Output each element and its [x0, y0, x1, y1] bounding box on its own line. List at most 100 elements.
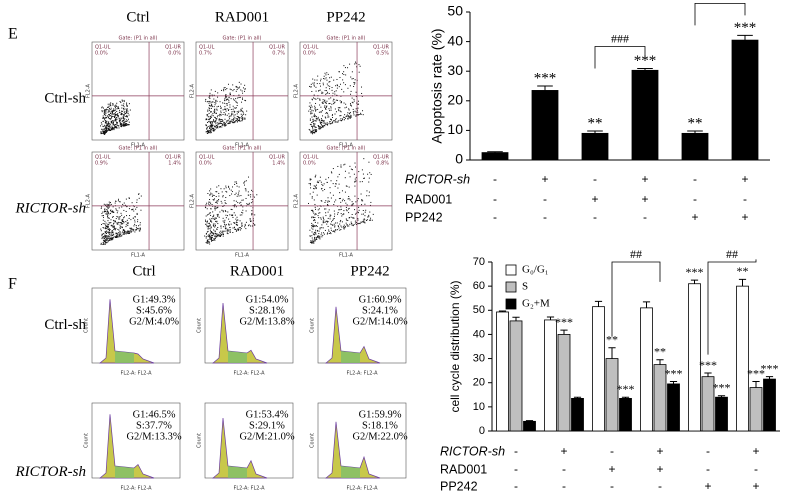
dot: [105, 224, 107, 226]
dot: [102, 223, 104, 225]
dot: [215, 207, 217, 209]
dot: [350, 116, 352, 118]
dot: [117, 236, 119, 238]
dot: [348, 217, 350, 219]
dot: [309, 85, 311, 87]
dot: [248, 203, 250, 205]
condition-sign: +: [641, 192, 648, 206]
dot: [239, 202, 241, 204]
dot: [121, 110, 123, 112]
dot: [209, 225, 211, 227]
dot: [350, 90, 352, 92]
dot: [205, 232, 207, 234]
dot: [219, 233, 221, 235]
dot: [225, 96, 227, 98]
dot: [112, 113, 114, 115]
dot: [364, 203, 366, 205]
dot: [125, 120, 127, 122]
dot: [311, 130, 313, 132]
y-tick-label: 30: [447, 62, 463, 78]
dot: [235, 200, 237, 202]
dot: [126, 114, 128, 116]
dot: [108, 127, 110, 129]
dot: [333, 230, 335, 232]
dot: [317, 236, 319, 238]
dot: [358, 222, 360, 224]
dot: [343, 226, 345, 228]
quadrant-value: 0.7%: [272, 51, 285, 57]
dot: [361, 181, 363, 183]
dot: [220, 122, 222, 124]
dot: [211, 218, 213, 220]
bar: [571, 398, 584, 432]
dot: [355, 108, 357, 110]
dot: [102, 117, 104, 119]
dot: [106, 242, 108, 244]
dot: [112, 233, 114, 235]
dot: [313, 188, 315, 190]
dot: [322, 92, 324, 94]
dot: [112, 104, 114, 106]
dot: [224, 106, 226, 108]
panel-label: F: [8, 276, 17, 293]
dot: [247, 191, 249, 193]
dot: [252, 225, 254, 227]
dot: [232, 113, 234, 115]
dot: [344, 163, 346, 165]
axis-label: Count: [197, 433, 203, 448]
dot: [348, 172, 350, 174]
condition-sign: -: [693, 192, 697, 206]
dot: [319, 126, 321, 128]
dot: [205, 124, 207, 126]
dot: [324, 221, 326, 223]
dot: [315, 229, 317, 231]
quadrant-value: 0.9%: [95, 161, 108, 167]
dot: [115, 209, 117, 211]
dot: [251, 189, 253, 191]
dot: [335, 99, 337, 101]
dot: [229, 221, 231, 223]
dot: [325, 108, 327, 110]
dot: [337, 225, 339, 227]
dot: [324, 201, 326, 203]
dot: [351, 224, 353, 226]
error-bar: [765, 376, 774, 380]
dot: [220, 114, 222, 116]
dot: [105, 234, 107, 236]
dot: [317, 209, 319, 211]
dot: [101, 128, 103, 130]
dot: [116, 215, 118, 217]
dot: [241, 199, 243, 201]
dot: [233, 206, 235, 208]
dot: [119, 122, 121, 124]
dot: [215, 125, 217, 127]
dot: [327, 225, 329, 227]
dot: [110, 203, 112, 205]
dot: [355, 61, 357, 63]
dot: [360, 221, 362, 223]
dot: [100, 242, 102, 244]
condition-label: RAD001: [405, 192, 452, 206]
dot: [111, 238, 113, 240]
dot: [104, 234, 106, 236]
dot: [105, 235, 107, 237]
dot: [354, 181, 356, 183]
dot: [124, 204, 126, 206]
dot: [315, 129, 317, 131]
dot: [209, 111, 211, 113]
dot: [114, 124, 116, 126]
dot: [212, 238, 214, 240]
error-bar: [621, 396, 630, 399]
dot: [236, 89, 238, 91]
dot: [213, 98, 215, 100]
dot: [313, 225, 315, 227]
dot: [315, 213, 317, 215]
dot: [216, 126, 218, 128]
dot: [311, 216, 313, 218]
dot: [124, 121, 126, 123]
dot: [229, 188, 231, 190]
dot: [321, 120, 323, 122]
dot: [332, 218, 334, 220]
dot: [210, 121, 212, 123]
dot: [245, 228, 247, 230]
